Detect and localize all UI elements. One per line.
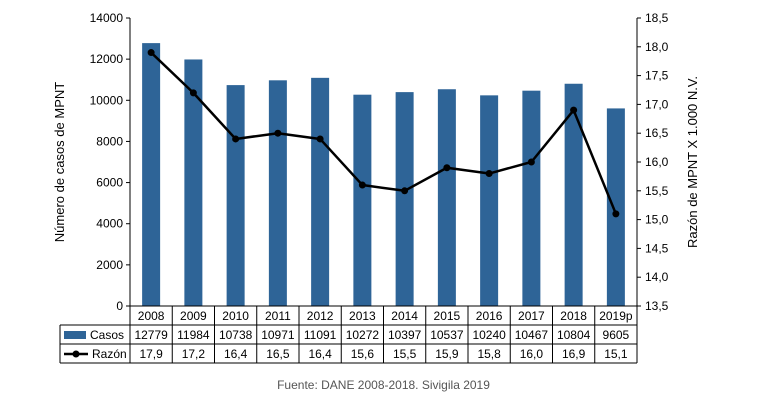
y-tick-label: 10000 — [90, 93, 124, 107]
axes: 0 2000 4000 6000 8000 10000 12000 14000 13,5 14,0… — [90, 11, 669, 313]
razon-point — [358, 181, 366, 189]
y2-tick-label: 13,5 — [645, 299, 669, 313]
data-label-razon: 17,2 — [182, 347, 206, 361]
y-tick-label: 6000 — [96, 176, 123, 190]
y2-tick-label: 16,0 — [645, 155, 669, 169]
y-tick-label: 0 — [116, 299, 123, 313]
y2-tick-label: 17,5 — [645, 69, 669, 83]
razon-point — [443, 164, 451, 172]
razon-line — [150, 51, 618, 215]
y-tick-label: 12000 — [90, 52, 124, 66]
y2-tick-label: 17,0 — [645, 97, 669, 111]
data-label-razon: 16,0 — [520, 347, 544, 361]
bars — [142, 43, 625, 307]
bar — [353, 94, 372, 307]
legend-label-razon: Razón — [92, 347, 127, 361]
razon-point — [232, 135, 240, 143]
razon-point — [570, 106, 578, 114]
x-tick-label: 2011 — [265, 309, 291, 323]
data-label-razon: 15,5 — [393, 347, 417, 361]
data-label-casos: 10738 — [219, 328, 253, 342]
razon-point — [485, 170, 493, 178]
razon-point — [612, 210, 620, 218]
razon-point — [401, 187, 409, 195]
data-label-razon: 15,1 — [604, 347, 628, 361]
x-tick-label: 2013 — [349, 309, 376, 323]
y-tick-label: 2000 — [96, 258, 123, 272]
bar — [395, 92, 414, 306]
x-tick-label: 2017 — [518, 309, 545, 323]
y2-tick-label: 15,5 — [645, 184, 669, 198]
legend-swatch-casos — [64, 331, 86, 339]
line-series — [147, 49, 620, 218]
y2-tick-label: 14,0 — [645, 270, 669, 284]
y-tick-label: 4000 — [96, 217, 123, 231]
data-label-casos: 12779 — [134, 328, 168, 342]
bar — [226, 85, 245, 306]
data-label-casos: 10397 — [388, 328, 422, 342]
razon-point — [274, 129, 282, 137]
data-label-razon: 16,4 — [308, 347, 332, 361]
x-tick-label: 2008 — [138, 309, 165, 323]
x-tick-label: 2014 — [391, 309, 418, 323]
legend-label-casos: Casos — [90, 328, 124, 342]
bar — [142, 43, 161, 307]
x-tick-label: 2012 — [307, 309, 334, 323]
source-note: Fuente: DANE 2008-2018. Sivigila 2019 — [277, 378, 490, 392]
y2-tick-label: 18,5 — [645, 11, 669, 25]
data-label-casos: 10467 — [515, 328, 549, 342]
data-label-razon: 16,4 — [224, 347, 248, 361]
data-label-casos: 10240 — [472, 328, 506, 342]
bar — [606, 108, 625, 306]
data-table: 2008 2009 2010 2011 2012 2013 2014 2015 2016 2017… — [59, 305, 638, 364]
y2-axis-title: Razón de MPNT X 1.000 N.V. — [685, 76, 700, 248]
x-tick-label: 2010 — [222, 309, 249, 323]
x-tick-label: 2018 — [560, 309, 587, 323]
y-tick-label: 14000 — [90, 11, 124, 25]
bar — [522, 90, 541, 306]
data-label-casos: 11091 — [304, 328, 337, 342]
data-label-razon: 15,9 — [435, 347, 459, 361]
y2-tick-label: 14,5 — [645, 241, 669, 255]
data-label-casos: 10804 — [557, 328, 591, 342]
x-tick-label: 2009 — [180, 309, 207, 323]
data-label-casos: 10537 — [430, 328, 464, 342]
data-label-casos: 10272 — [346, 328, 380, 342]
legend-swatch-razon-marker — [72, 350, 80, 358]
bar — [268, 80, 287, 307]
bar — [184, 59, 203, 306]
y2-tick-label: 18,0 — [645, 40, 669, 54]
data-label-razon: 15,8 — [477, 347, 501, 361]
bar — [564, 83, 583, 307]
bar — [437, 89, 456, 306]
razon-point — [189, 89, 197, 97]
x-tick-label: 2019p — [599, 309, 633, 323]
x-tick-label: 2015 — [434, 309, 461, 323]
razon-point — [527, 158, 535, 166]
y-tick-label: 8000 — [96, 134, 123, 148]
data-label-razon: 16,9 — [562, 347, 586, 361]
data-label-casos: 9605 — [603, 328, 630, 342]
data-label-casos: 11984 — [177, 328, 210, 342]
data-label-razon: 17,9 — [139, 347, 163, 361]
data-label-razon: 16,5 — [266, 347, 290, 361]
bar — [311, 77, 330, 306]
data-label-razon: 15,6 — [351, 347, 375, 361]
bar — [480, 95, 499, 306]
data-label-casos: 10971 — [261, 328, 295, 342]
y2-tick-label: 16,5 — [645, 126, 669, 140]
razon-point — [316, 135, 324, 143]
razon-point — [147, 49, 155, 57]
x-tick-label: 2016 — [476, 309, 503, 323]
y2-tick-label: 15,0 — [645, 213, 669, 227]
y-axis-title: Número de casos de MPNT — [52, 82, 67, 242]
